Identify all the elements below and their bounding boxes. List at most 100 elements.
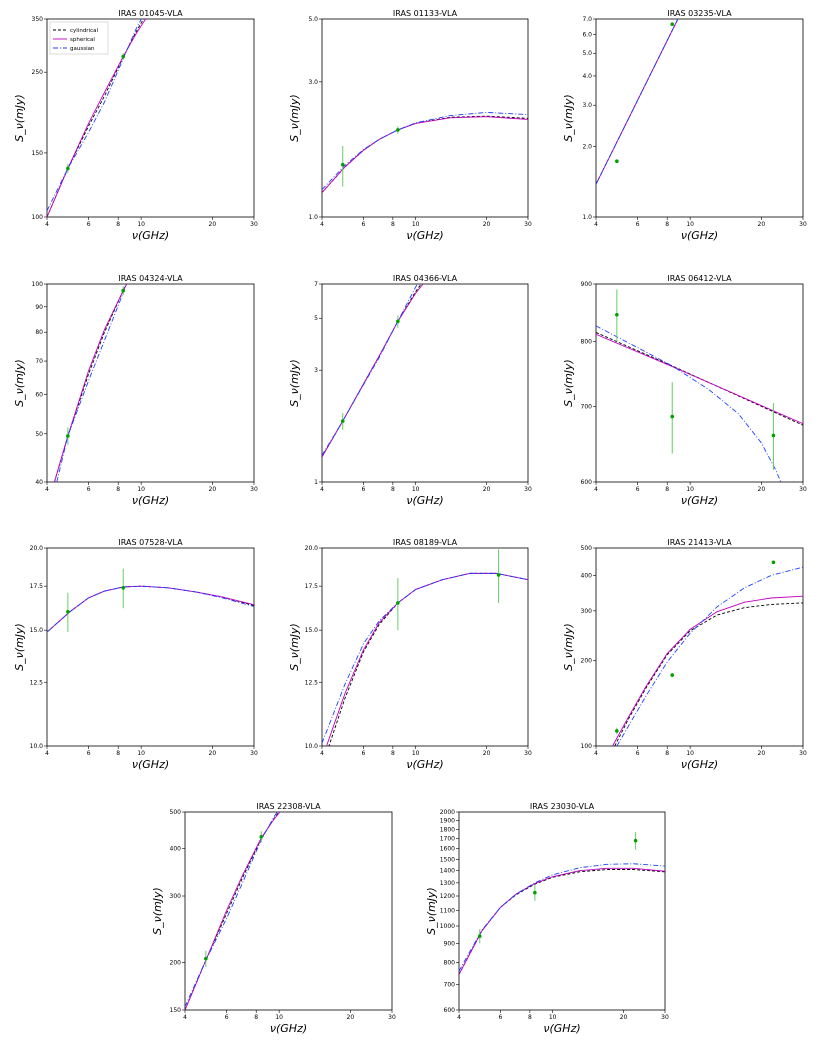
series-cylindrical	[459, 869, 665, 975]
data-point	[477, 934, 482, 938]
y-tick-label: 5.0	[308, 16, 318, 23]
panel-3: IRAS 03235-VLA 4 6 8 10 20 30 1.0 2.0 3.0 4.0 5.0 6.…	[562, 9, 807, 242]
y-tick-label: 1	[314, 479, 318, 486]
data-point	[771, 433, 776, 438]
panel-1: IRAS 01045-VLA 4 6 8 10 20 30 100 150 250 350 ν(GHz…	[13, 9, 258, 242]
y-tick-label: 20.0	[305, 545, 319, 552]
y-tick-label: 250	[32, 69, 44, 76]
y-tick-label: 10.0	[305, 743, 319, 750]
x-tick-label: 20	[483, 221, 491, 228]
panel-9: IRAS 21413-VLA 4 6 8 10 20 30 100 200 300 400 500 ν(…	[562, 538, 807, 771]
x-tick-label: 20	[620, 1014, 628, 1021]
series-cylindrical	[596, 332, 803, 426]
y-tick-label: 1.0	[308, 214, 318, 221]
y-tick-label: 500	[581, 545, 593, 552]
y-tick-label: 2.0	[582, 143, 592, 150]
x-tick-label: 20	[209, 750, 217, 757]
y-tick-label: 1900	[440, 817, 455, 824]
panel-title: IRAS 01045-VLA	[118, 9, 183, 18]
x-tick-label: 6	[225, 1014, 229, 1021]
data-point	[340, 162, 345, 167]
y-tick-label: 2000	[440, 809, 455, 816]
x-tick-label: 10	[275, 1014, 283, 1021]
y-axis-label: S_ν(mJy)	[13, 359, 26, 407]
y-tick-label: 5.0	[582, 50, 592, 57]
y-tick-label: 7	[314, 281, 318, 288]
series-gaussian	[616, 566, 803, 746]
x-tick-label: 30	[799, 221, 807, 228]
y-tick-label: 1100	[440, 907, 455, 914]
y-tick-label: 100	[581, 743, 593, 750]
data-point	[533, 890, 537, 895]
x-tick-label: 20	[209, 221, 217, 228]
panel-11: IRAS 23030-VLA 4 6 8 10 20 30 600 700 800 900 1000 1…	[425, 802, 669, 1035]
y-tick-label: 700	[581, 404, 593, 411]
y-tick-label: 5	[314, 315, 318, 322]
plot-frame	[46, 547, 255, 747]
plot-frame	[321, 283, 529, 483]
x-tick-label: 20	[209, 486, 217, 493]
series-gaussian	[459, 863, 665, 972]
y-tick-label: 4.0	[582, 73, 592, 80]
x-tick-label: 30	[799, 486, 807, 493]
y-tick-label: 600	[581, 479, 593, 486]
x-tick-label: 4	[594, 486, 598, 493]
x-axis-label: ν(GHz)	[681, 494, 718, 507]
x-tick-label: 4	[45, 750, 49, 757]
data-point	[496, 573, 501, 577]
x-axis-label: ν(GHz)	[270, 1022, 307, 1035]
plot-frame	[321, 547, 529, 747]
y-tick-label: 900	[444, 940, 456, 947]
y-tick-label: 100	[32, 281, 44, 288]
data-point	[121, 585, 126, 590]
x-tick-label: 4	[320, 221, 324, 228]
data-point	[66, 434, 70, 438]
data-point	[670, 673, 675, 677]
x-tick-label: 10	[686, 750, 694, 757]
panel-title: IRAS 23030-VLA	[530, 802, 595, 811]
y-tick-label: 90	[35, 304, 43, 311]
y-tick-label: 80	[35, 329, 43, 336]
x-tick-label: 6	[636, 221, 640, 228]
panel-8: IRAS 08189-VLA 4 6 8 10 20 30 10.0 12.5 15.0 17.5 2…	[288, 538, 532, 771]
legend-label-gaussian: gaussian	[70, 46, 95, 52]
x-tick-label: 10	[686, 221, 694, 228]
panel-title: IRAS 04366-VLA	[393, 274, 458, 283]
plot-frame	[321, 18, 529, 218]
panel-title: IRAS 08189-VLA	[393, 538, 458, 547]
data-point	[615, 159, 619, 164]
panel-7: IRAS 07528-VLA 4 6 8 10 20 30 10.0 12.5 15.0 17.5 2…	[13, 538, 258, 771]
y-tick-label: 12.5	[305, 679, 319, 686]
y-axis-label: S_ν(mJy)	[562, 623, 575, 671]
data-point	[259, 835, 264, 839]
x-axis-label: ν(GHz)	[406, 758, 443, 771]
y-tick-label: 17.5	[305, 583, 319, 590]
series-cylindrical	[614, 602, 803, 746]
x-tick-label: 8	[254, 1014, 258, 1021]
panel-title: IRAS 21413-VLA	[667, 538, 732, 547]
x-tick-label: 6	[87, 221, 91, 228]
y-axis-label: S_ν(mJy)	[151, 887, 164, 935]
y-tick-label: 1400	[440, 868, 455, 875]
y-axis-label: S_ν(mJy)	[562, 359, 575, 407]
x-tick-label: 10	[412, 486, 420, 493]
panel-title: IRAS 22308-VLA	[256, 802, 321, 811]
x-axis-label: ν(GHz)	[681, 229, 718, 242]
x-tick-label: 8	[116, 750, 120, 757]
y-tick-label: 200	[170, 960, 182, 967]
data-point	[66, 166, 70, 171]
x-tick-label: 8	[116, 221, 120, 228]
y-tick-label: 300	[170, 893, 182, 900]
x-tick-label: 20	[483, 486, 491, 493]
data-point	[204, 956, 208, 961]
y-tick-label: 700	[444, 982, 456, 989]
x-tick-label: 20	[758, 750, 766, 757]
x-axis-label: ν(GHz)	[681, 758, 718, 771]
x-tick-label: 30	[250, 221, 258, 228]
x-tick-label: 20	[758, 221, 766, 228]
x-tick-label: 6	[362, 486, 366, 493]
y-tick-label: 20.0	[30, 545, 44, 552]
data-point	[633, 838, 638, 843]
x-tick-label: 20	[483, 750, 491, 757]
